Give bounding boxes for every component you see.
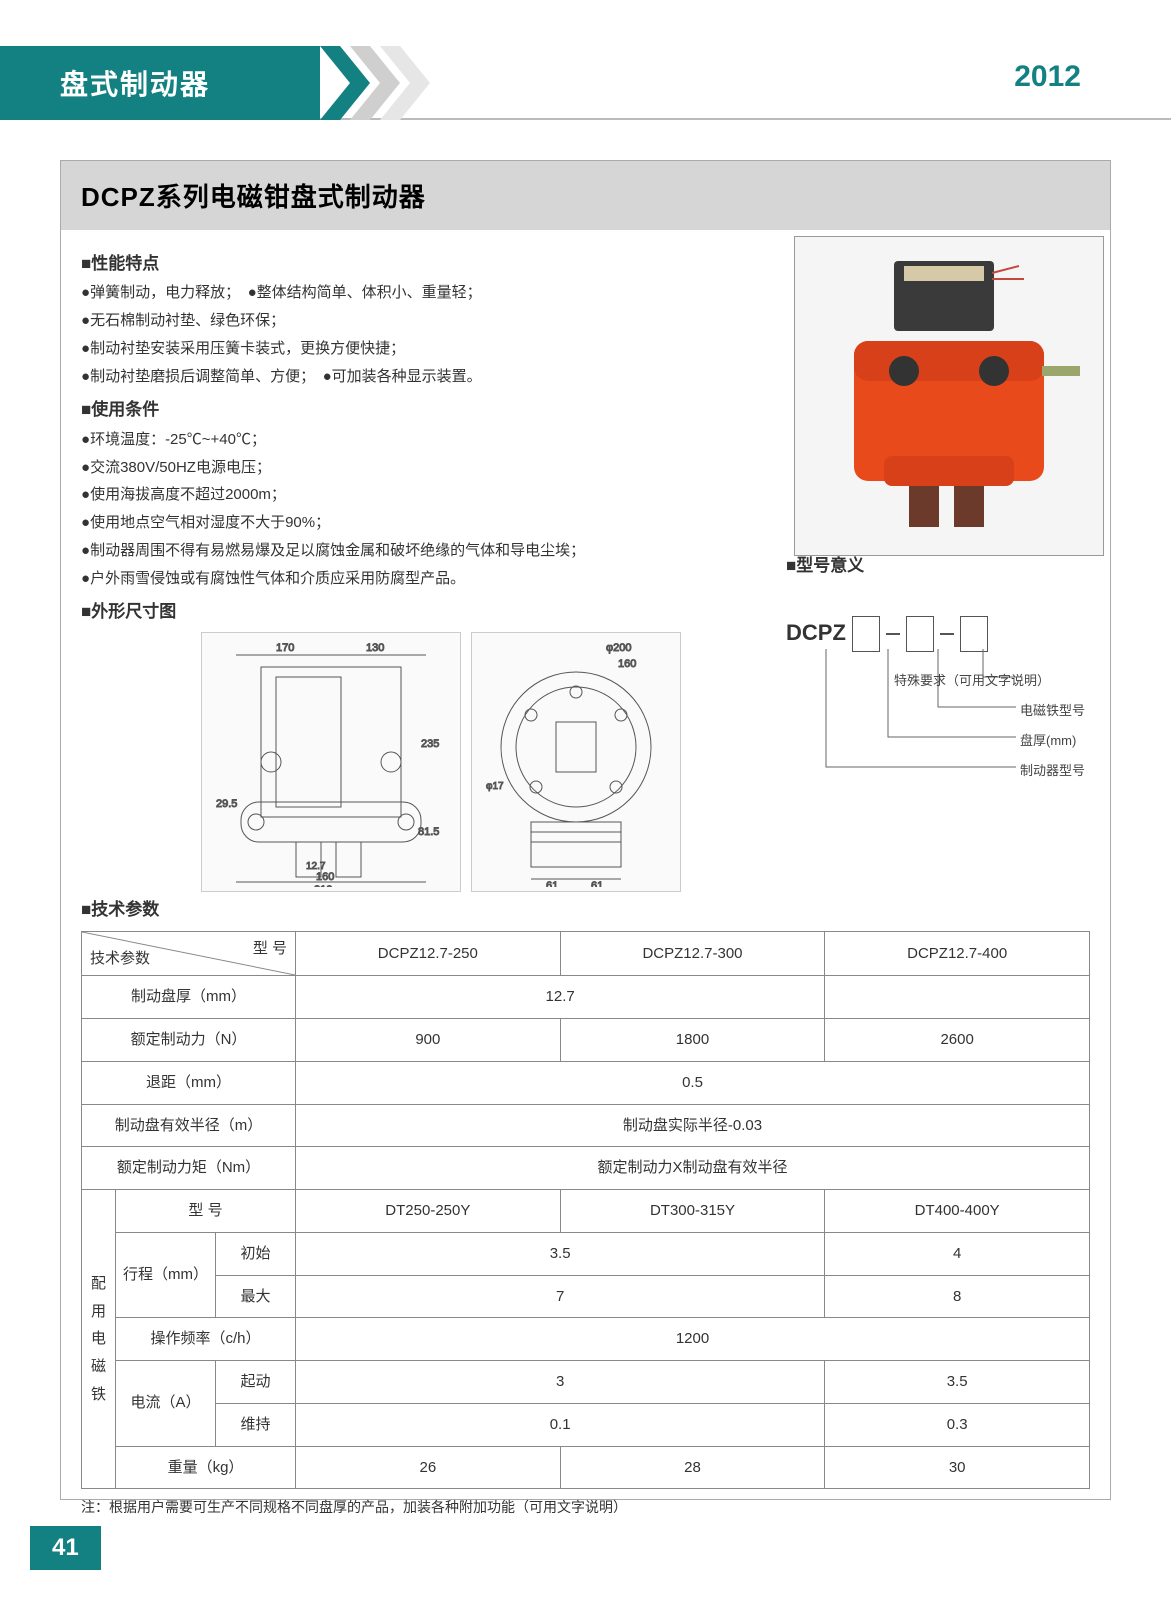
category-text: 盘式制动器 — [60, 63, 210, 103]
cell: DT300-315Y — [560, 1190, 825, 1233]
svg-text:12.7: 12.7 — [306, 861, 326, 872]
cell: 26 — [296, 1446, 561, 1489]
sub-label: 维持 — [216, 1403, 296, 1446]
cell — [825, 976, 1090, 1019]
group-label: 配用电磁铁 — [82, 1190, 116, 1489]
model-col: DCPZ12.7-250 — [296, 932, 561, 976]
product-photo — [794, 236, 1104, 556]
cell: 8 — [825, 1275, 1090, 1318]
svg-text:61: 61 — [546, 880, 558, 887]
cell: 0.1 — [296, 1403, 825, 1446]
footnote: 注：根据用户需要可生产不同规格不同盘厚的产品，加装各种附加功能（可用文字说明） — [81, 1495, 1090, 1521]
cell: 900 — [296, 1019, 561, 1062]
table-corner: 型 号 技术参数 — [82, 932, 296, 976]
sub-label: 起动 — [216, 1361, 296, 1404]
model-label: 盘厚(mm) — [1020, 729, 1076, 753]
model-label: 特殊要求（可用文字说明） — [894, 669, 1104, 693]
category-tab: 盘式制动器 — [0, 46, 320, 120]
row-label: 退距（mm） — [82, 1061, 296, 1104]
cell: 0.5 — [296, 1061, 1090, 1104]
spec-table: 型 号 技术参数 DCPZ12.7-250 DCPZ12.7-300 DCPZ1… — [81, 931, 1090, 1489]
svg-text:170: 170 — [276, 642, 294, 654]
cell: 28 — [560, 1446, 825, 1489]
model-meaning-block: ■型号意义 DCPZ — [786, 550, 1106, 799]
svg-text:29.5: 29.5 — [216, 798, 237, 810]
year: 2012 — [1014, 60, 1081, 94]
front-view-diagram: 170 130 235 — [201, 632, 461, 892]
body-area: 性能特点 弹簧制动，电力释放； ●整体结构简单、体积小、重量轻； 无石棉制动衬垫… — [61, 230, 1110, 1521]
spec-heading: 技术参数 — [81, 894, 1090, 925]
sub-label: 最大 — [216, 1275, 296, 1318]
model-col: DCPZ12.7-300 — [560, 932, 825, 976]
cell: DT250-250Y — [296, 1190, 561, 1233]
catalog-page: 盘式制动器 2012 DCPZ系列电磁钳盘式制动器 — [0, 0, 1171, 1600]
cell: 制动盘实际半径-0.03 — [296, 1104, 1090, 1147]
row-label: 型 号 — [116, 1190, 296, 1233]
cell: 0.3 — [825, 1403, 1090, 1446]
row-label: 额定制动力（N） — [82, 1019, 296, 1062]
page-number: 41 — [30, 1526, 101, 1570]
row-label: 电流（A） — [116, 1361, 216, 1447]
row-label: 行程（mm） — [116, 1232, 216, 1318]
cell: 2600 — [825, 1019, 1090, 1062]
cell: DT400-400Y — [825, 1190, 1090, 1233]
cell: 3.5 — [825, 1361, 1090, 1404]
sub-label: 初始 — [216, 1232, 296, 1275]
svg-text:235: 235 — [421, 738, 439, 750]
svg-text:φ200: φ200 — [606, 642, 632, 654]
row-label: 额定制动力矩（Nm） — [82, 1147, 296, 1190]
model-col: DCPZ12.7-400 — [825, 932, 1090, 976]
svg-text:61: 61 — [591, 880, 603, 887]
svg-text:210: 210 — [314, 884, 332, 887]
content-frame: DCPZ系列电磁钳盘式制动器 性能特点 — [60, 160, 1111, 1500]
row-label: 制动盘厚（mm） — [82, 976, 296, 1019]
row-label: 制动盘有效半径（m） — [82, 1104, 296, 1147]
cell: 4 — [825, 1232, 1090, 1275]
row-label: 操作频率（c/h） — [116, 1318, 296, 1361]
model-label: 电磁铁型号 — [1020, 699, 1085, 723]
cell: 1800 — [560, 1019, 825, 1062]
cell: 3 — [296, 1361, 825, 1404]
corner-top: 型 号 — [253, 935, 287, 963]
chevron-icon — [320, 46, 400, 120]
corner-bottom: 技术参数 — [90, 945, 150, 973]
cell: 1200 — [296, 1318, 1090, 1361]
cell: 7 — [296, 1275, 825, 1318]
model-code-diagram: DCPZ 特殊要求（可用文字说明） 电磁铁型 — [786, 599, 1106, 799]
model-label: 制动器型号 — [1020, 759, 1085, 783]
model-meaning-heading: ■型号意义 — [786, 550, 1106, 581]
svg-text:φ17: φ17 — [486, 781, 504, 792]
product-title: DCPZ系列电磁钳盘式制动器 — [61, 161, 1110, 230]
svg-text:160: 160 — [618, 658, 636, 670]
cell: 3.5 — [296, 1232, 825, 1275]
svg-text:160: 160 — [316, 871, 334, 883]
row-label: 重量（kg） — [116, 1446, 296, 1489]
cell: 12.7 — [296, 976, 825, 1019]
cell: 30 — [825, 1446, 1090, 1489]
side-view-diagram: φ200 160 — [471, 632, 681, 892]
svg-text:81.5: 81.5 — [418, 826, 439, 838]
svg-text:130: 130 — [366, 642, 384, 654]
model-meaning-title: 型号意义 — [796, 556, 864, 575]
cell: 额定制动力X制动盘有效半径 — [296, 1147, 1090, 1190]
